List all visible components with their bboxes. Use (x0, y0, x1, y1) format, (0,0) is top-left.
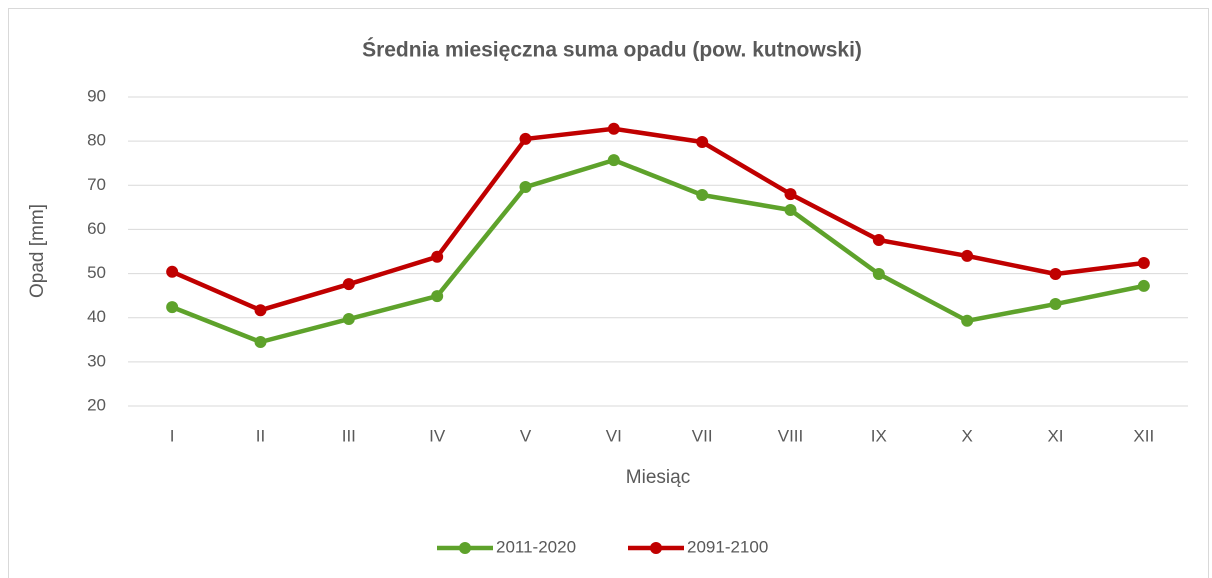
point (696, 188, 709, 201)
point (961, 314, 974, 327)
series-line (171, 126, 1145, 313)
y-tick-label: 40 (87, 307, 106, 326)
point (431, 250, 444, 263)
x-tick-label: V (520, 426, 532, 445)
y-tick-label: 80 (87, 131, 106, 150)
legend-marker (459, 542, 471, 554)
x-tick-label: X (961, 426, 972, 445)
point (872, 268, 885, 281)
legend-label: 2091-2100 (687, 537, 768, 556)
x-tick-label: I (170, 426, 175, 445)
y-tick-label: 50 (87, 263, 106, 282)
x-tick-label: VII (692, 426, 713, 445)
series-line (171, 157, 1145, 345)
point (519, 181, 532, 194)
point (1137, 279, 1150, 292)
x-tick-label: XII (1133, 426, 1154, 445)
point (1137, 256, 1150, 269)
point (166, 301, 179, 314)
y-tick-label: 70 (87, 175, 106, 194)
y-tick-label: 30 (87, 351, 106, 370)
point (254, 335, 267, 348)
x-tick-label: VI (606, 426, 622, 445)
y-axis-label: Opad [mm] (27, 204, 48, 298)
point (872, 234, 885, 247)
legend-label: 2011-2020 (496, 537, 576, 556)
legend-marker (650, 542, 662, 554)
x-tick-label: IV (429, 426, 446, 445)
x-tick-label: IX (871, 426, 887, 445)
point (961, 249, 974, 262)
y-tick-label: 60 (87, 219, 106, 238)
point (519, 132, 532, 145)
x-axis-label: Miesiąc (626, 467, 690, 488)
point (696, 136, 709, 149)
point (254, 304, 267, 317)
y-tick-label: 90 (87, 86, 106, 105)
point (784, 204, 797, 217)
x-tick-label: II (256, 426, 265, 445)
point (431, 290, 444, 303)
point (342, 278, 355, 291)
point (607, 122, 620, 135)
point (166, 265, 179, 278)
x-tick-label: III (342, 426, 356, 445)
chart-title: Średnia miesięczna suma opadu (pow. kutn… (362, 38, 862, 62)
y-tick-label: 20 (87, 395, 106, 414)
point (607, 154, 620, 167)
x-tick-label: VIII (778, 426, 804, 445)
x-tick-label: XI (1047, 426, 1063, 445)
point (784, 188, 797, 201)
point (1049, 298, 1062, 311)
point (1049, 268, 1062, 281)
chart-frame (8, 8, 1209, 578)
point (342, 313, 355, 326)
